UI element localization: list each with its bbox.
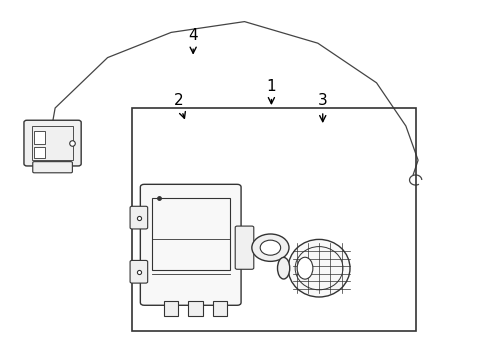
Text: 4: 4 <box>188 28 198 53</box>
Text: 1: 1 <box>266 79 276 104</box>
FancyBboxPatch shape <box>140 184 241 305</box>
Bar <box>188 301 203 316</box>
Bar <box>212 301 227 316</box>
Text: 2: 2 <box>173 93 185 118</box>
Bar <box>32 126 73 160</box>
Ellipse shape <box>287 239 349 297</box>
FancyBboxPatch shape <box>130 206 147 229</box>
FancyBboxPatch shape <box>130 260 147 283</box>
Text: 3: 3 <box>317 93 327 122</box>
Circle shape <box>260 240 280 255</box>
Ellipse shape <box>297 257 312 279</box>
FancyBboxPatch shape <box>33 162 72 173</box>
FancyBboxPatch shape <box>235 226 253 269</box>
Bar <box>132 108 415 331</box>
Bar <box>34 147 45 158</box>
Circle shape <box>251 234 288 261</box>
Bar <box>151 198 229 270</box>
Bar <box>163 301 178 316</box>
Ellipse shape <box>277 257 289 279</box>
FancyBboxPatch shape <box>24 120 81 166</box>
Bar <box>34 131 45 144</box>
